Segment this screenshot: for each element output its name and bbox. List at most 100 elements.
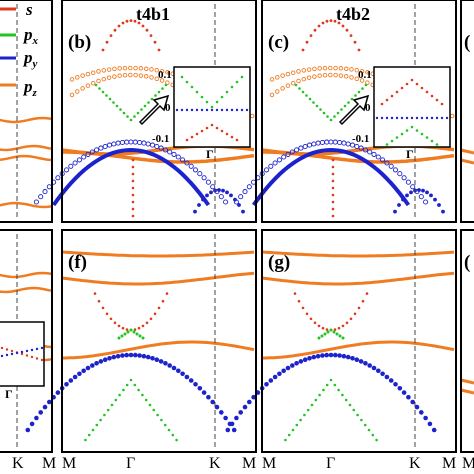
py-dot <box>141 353 147 359</box>
inset-py-dot <box>245 108 249 112</box>
inset-s-dot <box>420 86 424 90</box>
py-dot <box>25 427 31 433</box>
py-dot <box>184 160 190 166</box>
px-dot <box>126 330 130 334</box>
py-dot <box>414 404 420 410</box>
inset-s-dot <box>425 90 429 94</box>
legend-label-py-sub: y <box>31 58 38 70</box>
pz-upper-dot <box>306 67 312 72</box>
px-lower-dot <box>291 428 295 432</box>
s-cone-dot <box>93 292 97 295</box>
inset-py-dot <box>230 108 234 112</box>
pz-upper-dot <box>322 65 328 71</box>
py-dot <box>188 378 194 383</box>
pz-upper-dot <box>269 92 275 98</box>
px-dot <box>347 101 350 104</box>
panel-frame-h <box>460 229 474 453</box>
pz-upper-dot <box>80 86 85 91</box>
inset-c: 0.1 0 -0.1 Γ <box>352 66 451 161</box>
pz-upper-dot <box>285 71 291 77</box>
py-lower-dot <box>425 190 429 195</box>
inset-py-dot <box>5 353 9 357</box>
s-cone-dot <box>153 312 157 316</box>
px-lower-dot <box>91 428 95 432</box>
pz-upper-dot <box>117 66 122 71</box>
py-lower-dot <box>221 188 225 193</box>
s-cone-dot <box>121 326 125 330</box>
py-dot <box>154 357 160 363</box>
px-lower-dot <box>325 383 329 387</box>
py-dot <box>124 352 129 358</box>
pz-upper-dot <box>349 75 354 80</box>
pz-upper-dot <box>154 67 160 73</box>
s-lower-dot <box>331 193 335 197</box>
s-cone-dot <box>145 321 149 325</box>
inset-px-dot <box>215 100 219 104</box>
pz-band-edge <box>460 148 474 155</box>
s-lower-dot <box>131 186 135 190</box>
pz-upper-dot <box>275 75 280 80</box>
py-dot <box>362 147 368 153</box>
pz-upper-dot <box>338 66 344 71</box>
bands-layer <box>0 19 474 442</box>
inset-py-dot <box>420 116 424 120</box>
px-lower-dot <box>144 398 148 402</box>
pz-upper-dot <box>85 71 91 77</box>
pz-upper-dot <box>117 73 122 78</box>
inset-s-dot <box>10 349 14 353</box>
px-dot <box>133 115 136 118</box>
s-cone-dot <box>137 326 141 330</box>
py-dot <box>206 394 211 400</box>
inset-px-dot <box>420 132 424 136</box>
inset-py-dot <box>225 108 229 112</box>
s-dot <box>309 34 313 37</box>
py-dot <box>281 368 287 374</box>
px-lower-dot <box>360 418 363 422</box>
s-dot <box>109 34 113 37</box>
inset-s-dot <box>20 352 24 356</box>
s-dot <box>153 40 157 44</box>
py-dot <box>302 143 308 150</box>
px-dot <box>335 332 339 336</box>
inset-s-dot <box>410 78 414 82</box>
inset-py-dot <box>220 108 224 112</box>
py-dot <box>277 371 282 377</box>
s-cone-dot <box>349 317 353 321</box>
inset-px-dot <box>390 139 394 143</box>
px-lower-dot <box>141 393 144 397</box>
px-dot <box>119 108 122 111</box>
inset-px-dot <box>230 85 234 89</box>
s-dot <box>301 48 305 52</box>
legend-label-py: py <box>22 48 38 70</box>
py-dot <box>55 390 61 395</box>
panel-frame-d <box>460 0 474 223</box>
inset-px-dot <box>430 139 434 143</box>
inset-s-dot <box>190 135 194 139</box>
py-dot <box>375 154 381 160</box>
px-lower-dot <box>106 408 110 412</box>
py-dot <box>306 142 313 148</box>
s-dot <box>157 48 161 52</box>
inset-s-dot <box>35 357 39 360</box>
pz-upper-dot <box>365 80 370 85</box>
panel-label-f: (f) <box>68 252 87 273</box>
px-lower-dot <box>363 423 367 427</box>
pz-band-edge <box>460 158 474 165</box>
py-dot <box>337 139 343 146</box>
pz-upper-dot <box>165 70 170 75</box>
px-lower-dot <box>118 393 121 397</box>
py-dot <box>367 363 373 368</box>
inset-arrow-b <box>138 94 170 126</box>
panel-frame-f <box>61 229 257 453</box>
bands-panel-h <box>460 378 474 395</box>
px-dot <box>312 101 315 104</box>
panel-title-b: t4b1 <box>136 4 170 24</box>
py-dot <box>268 378 274 383</box>
px-dot <box>308 97 312 101</box>
px-dot <box>129 118 133 122</box>
py-dot <box>68 163 74 169</box>
py-dot <box>358 145 364 151</box>
inset-px-dot <box>395 136 399 139</box>
pz-band-partial <box>0 286 52 294</box>
py-dot <box>354 143 360 150</box>
